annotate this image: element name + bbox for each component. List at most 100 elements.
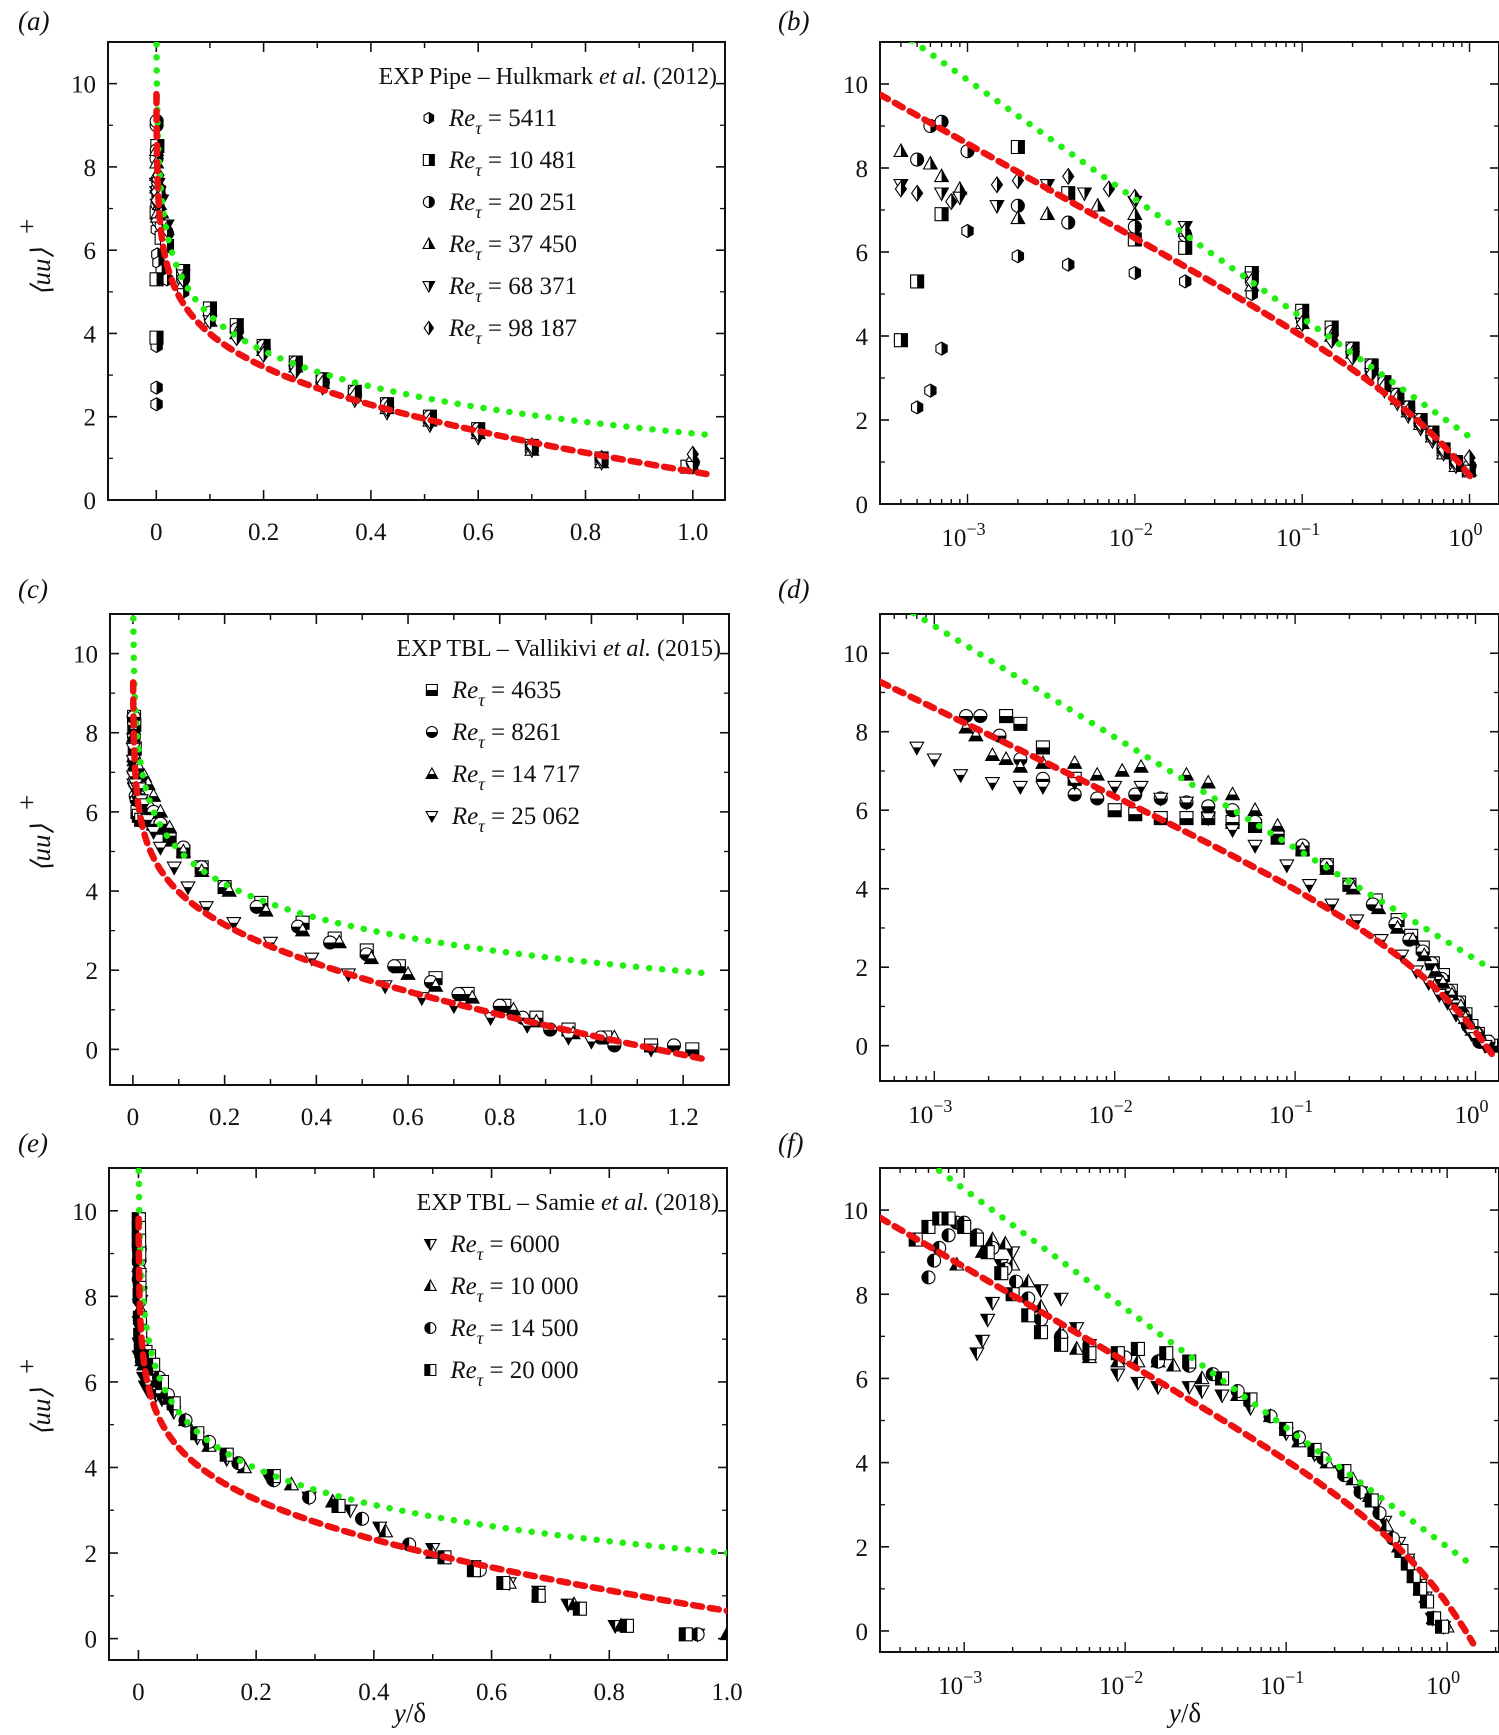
plot-area: [880, 42, 1478, 483]
legend-label: Reτ = 6000: [449, 1231, 559, 1264]
data-point: [969, 1232, 984, 1247]
data-point: [1435, 1619, 1450, 1634]
data-point: [994, 1266, 1009, 1281]
data-point: [140, 814, 156, 829]
legend-label: Reτ = 5411: [448, 105, 557, 138]
series-3: [131, 1216, 705, 1642]
x-tick-label: 10−1: [1276, 519, 1320, 552]
y-tick-label: 8: [86, 721, 99, 748]
data-point: [1178, 240, 1193, 255]
x-tick-label: 0.8: [484, 1104, 515, 1131]
data-point: [935, 341, 948, 356]
data-point: [150, 397, 163, 412]
legend-item: Reτ = 14 717: [425, 761, 580, 794]
x-tick-label: 0.6: [463, 519, 494, 546]
data-point: [990, 176, 1004, 194]
y-tick-label: 0: [84, 488, 97, 515]
data-point: [1301, 879, 1318, 894]
data-point: [957, 1219, 972, 1234]
plot-area: [880, 614, 1499, 1059]
y-tick-label: 0: [856, 1619, 869, 1646]
data-point: [1089, 766, 1105, 781]
red-dashed-curve: [135, 1215, 727, 1615]
data-point: [1062, 257, 1075, 272]
legend-item: Reτ = 4635: [425, 677, 561, 710]
data-point: [1033, 1325, 1049, 1340]
data-point: [1004, 1246, 1021, 1261]
x-axis: 0 0.2 0.4 0.6 0.8 1.0: [150, 42, 708, 546]
data-point: [1165, 1357, 1182, 1372]
x-tick-label: 0.2: [248, 519, 279, 546]
data-point: [1039, 205, 1056, 220]
data-point: [973, 708, 988, 724]
axes-frame: [879, 613, 1499, 1082]
data-point: [387, 959, 402, 974]
legend-item: Reτ = 37 450: [422, 231, 577, 264]
data-point: [1159, 1346, 1174, 1361]
series-4: [131, 1212, 693, 1642]
data-point: [1214, 1389, 1230, 1404]
data-point: [331, 934, 348, 949]
series-1: [127, 709, 700, 1057]
plot-area: [131, 1168, 727, 1643]
legend-label: Reτ = 25 062: [451, 803, 580, 836]
legend-item: Reτ = 6000: [423, 1231, 560, 1264]
data-point: [1013, 716, 1028, 731]
green-dotted-curve: [935, 1168, 1479, 1572]
data-point: [984, 776, 1001, 792]
data-point: [1106, 780, 1123, 795]
red-dashed-curve: [880, 91, 1476, 483]
data-point: [1076, 187, 1093, 202]
data-point: [926, 753, 943, 768]
x-tick-label: 0.8: [594, 1679, 625, 1706]
x-tick-label: 10−3: [908, 1096, 952, 1129]
green-dotted-curve: [130, 614, 710, 977]
panel-c: 0 2 4 6 8 10 0 0.2 0.4 0.6 0.8 1.0 1.2 EXP TBL – Vall…: [73, 613, 730, 1131]
y-tick-label: 2: [856, 1535, 869, 1562]
data-point: [302, 1490, 317, 1505]
data-point: [1107, 803, 1122, 818]
y-axis: 0 2 4 6 8 10: [72, 1199, 727, 1654]
legend-label: Reτ = 98 187: [448, 315, 577, 348]
data-point: [1090, 791, 1105, 806]
data-point: [934, 207, 949, 222]
series-4: [893, 142, 1478, 477]
plot-area: [148, 42, 718, 479]
legend-marker: [423, 1278, 438, 1291]
data-point: [989, 200, 1005, 215]
y-tick-label: 8: [856, 720, 869, 747]
legend-marker: [423, 320, 435, 336]
ylabel-c: ⟨uu⟩ +: [12, 795, 56, 872]
plot-area: [125, 614, 710, 1063]
series-3: [958, 719, 1488, 1040]
panel-f: 0 2 4 6 8 10 10−3 10−2 10−1 100: [843, 1167, 1499, 1700]
legend: EXP TBL – Samie et al. (2018) Reτ = 6000 R…: [417, 1190, 719, 1390]
y-axis: 0 2 4 6 8 10: [71, 72, 725, 515]
ylabel-superscript: +: [12, 219, 42, 234]
panel-label-b: (b): [778, 6, 809, 36]
data-point: [941, 1211, 956, 1226]
y-tick-label: 4: [856, 324, 869, 351]
x-tick-label: 10−2: [1099, 1667, 1143, 1700]
series-2: [131, 1232, 727, 1641]
panel-a: 0 2 4 6 8 10 0 0.2 0.4 0.6 0.8 1.0 EXP Pipe – Hulkma…: [71, 41, 726, 546]
series-1: [150, 222, 699, 470]
y-tick-label: 2: [86, 958, 99, 985]
y-tick-label: 0: [86, 1037, 99, 1064]
legend-marker: [422, 196, 435, 208]
x-tick-label: 0.8: [570, 519, 601, 546]
data-point: [1010, 210, 1026, 225]
data-point: [1127, 219, 1142, 234]
xlabel-rest: /δ: [406, 1698, 426, 1728]
data-point: [1201, 799, 1216, 814]
legend-marker: [422, 281, 436, 294]
axes-frame: [879, 1167, 1499, 1653]
red-dashed-curve: [880, 678, 1497, 1059]
legend-marker: [424, 1322, 437, 1334]
ylabel-superscript: +: [12, 795, 42, 810]
data-point: [294, 922, 311, 937]
legend-item: Reτ = 10 000: [423, 1273, 579, 1306]
data-point: [451, 986, 466, 1002]
green-dotted-curve: [908, 614, 1497, 974]
x-tick-label: 0.6: [392, 1104, 423, 1131]
